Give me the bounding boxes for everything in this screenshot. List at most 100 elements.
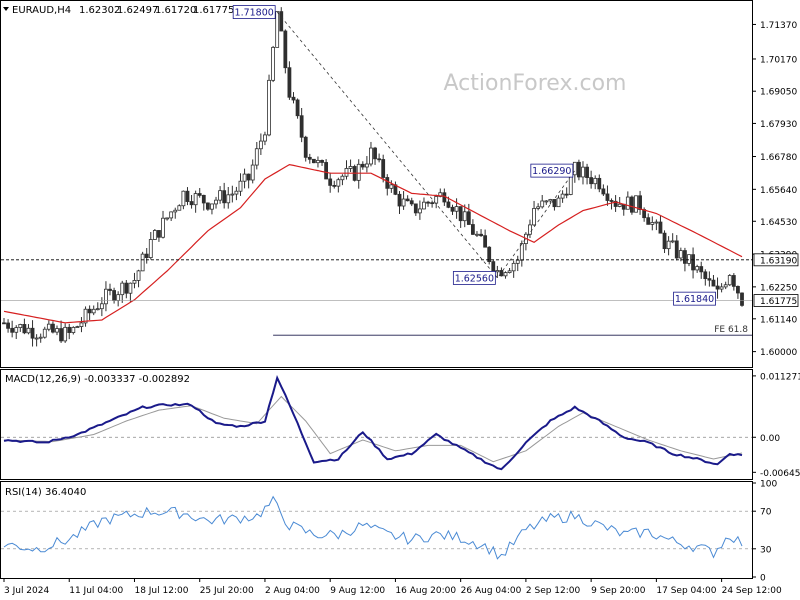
price-tick-label: 1.69050	[760, 88, 797, 98]
candle-bear	[630, 196, 634, 213]
price-tick-label: 1.61140	[760, 315, 797, 325]
candle-bear	[499, 270, 504, 277]
macd-tick-label: 0.00	[760, 434, 780, 444]
candle-bull	[348, 166, 353, 169]
symbol-header: EURAUD,H4 1.62302 1.62497 1.61720 1.6177…	[3, 5, 234, 16]
candle-bear	[731, 275, 736, 287]
candle-bull	[136, 270, 141, 281]
candle-bull	[434, 196, 439, 204]
time-tick-label: 9 Sep 20:00	[591, 586, 646, 596]
collapse-triangle-icon	[3, 7, 9, 11]
candle-bear	[307, 156, 312, 160]
candle-bull	[165, 217, 169, 220]
time-tick-label: 25 Jul 20:00	[200, 586, 254, 596]
candle-bear	[112, 290, 116, 301]
candle-bull	[128, 282, 133, 294]
rsi-label: RSI(14) 36.4040	[5, 487, 86, 498]
candle-bear	[303, 136, 308, 158]
candle-bull	[120, 282, 125, 296]
candle-bear	[279, 11, 284, 32]
candle-bear	[446, 201, 451, 208]
candle-bull	[556, 197, 561, 208]
candle-bull	[462, 211, 467, 222]
time-tick-label: 11 Jul 04:00	[69, 586, 123, 596]
candle-bull	[417, 208, 422, 214]
time-tick-label: 2 Aug 04:00	[265, 586, 320, 596]
candle-bull	[63, 326, 68, 342]
candle-bear	[491, 261, 496, 273]
candle-bull	[727, 275, 732, 286]
candle-bull	[14, 327, 19, 333]
candle-bear	[51, 323, 55, 333]
candle-bull	[356, 163, 361, 181]
candle-bear	[197, 193, 202, 196]
candle-bear	[715, 285, 720, 290]
price-annotation-box	[232, 5, 276, 19]
candle-bull	[177, 205, 182, 211]
candle-bull	[263, 134, 267, 142]
candle-bear	[613, 200, 618, 207]
candle-bear	[450, 206, 455, 212]
candle-bull	[536, 206, 541, 209]
price-axis: 1.71370 1.70170 1.69050 1.67930 1.66780 1.656…	[752, 21, 797, 358]
candle-bull	[625, 196, 630, 210]
rsi-line	[3, 495, 743, 560]
ohlc-open: 1.62302	[79, 5, 120, 16]
candle-bear	[222, 190, 227, 204]
candle-bull	[475, 233, 479, 236]
candle-bear	[360, 163, 365, 168]
price-annotation-box	[452, 271, 496, 285]
candle-bull	[401, 198, 406, 207]
candle-bear	[144, 253, 149, 258]
candle-bull	[250, 164, 255, 181]
ohlc-high: 1.62497	[117, 5, 158, 16]
price-tick-label: 1.64530	[760, 218, 797, 228]
candle-bull	[511, 262, 516, 272]
candle-bear	[311, 158, 316, 164]
candle-bull	[422, 201, 426, 210]
candle-bull	[258, 140, 263, 150]
candle-bear	[430, 202, 435, 205]
candle-bull	[515, 259, 520, 264]
ohlc-close: 1.61775	[193, 5, 234, 16]
price-annotation-label: 1.61840	[675, 294, 714, 305]
candle-bull	[617, 203, 622, 207]
candle-bull	[548, 199, 553, 202]
candle-bull	[26, 327, 31, 334]
candle-bull	[687, 254, 691, 264]
candle-bear	[59, 328, 63, 342]
candle-bear	[405, 198, 410, 202]
candle-bear	[707, 278, 712, 281]
candle-bear	[409, 200, 414, 205]
candle-bear	[740, 292, 744, 306]
candle-bear	[246, 173, 251, 181]
candle-bull	[560, 193, 565, 199]
time-tick-label: 24 Sep 12:00	[722, 586, 782, 596]
candle-bull	[532, 208, 536, 226]
candle-bull	[95, 308, 100, 311]
ohlc-low: 1.61720	[155, 5, 196, 16]
candle-bull	[650, 222, 655, 225]
candle-bear	[674, 240, 679, 259]
candle-bear	[426, 201, 430, 204]
candle-bear	[320, 160, 324, 163]
candle-bear	[597, 177, 602, 190]
candle-bull	[369, 147, 373, 165]
candle-bull	[666, 240, 671, 250]
candle-bear	[564, 193, 569, 196]
candle-bear	[552, 199, 557, 208]
time-tick-label: 17 Sep 04:00	[656, 586, 716, 596]
candle-bull	[46, 323, 51, 330]
time-tick-label: 26 Aug 04:00	[461, 586, 522, 596]
candle-bear	[646, 217, 651, 225]
candle-bull	[210, 203, 214, 210]
candle-bear	[711, 279, 716, 287]
price-tick-label: 1.70170	[760, 55, 797, 65]
candle-bear	[108, 288, 112, 291]
candle-bear	[22, 324, 27, 334]
candle-bear	[295, 99, 300, 117]
candle-bull	[193, 193, 198, 206]
candle-bull	[234, 190, 239, 195]
trend-projection-line	[276, 11, 576, 279]
